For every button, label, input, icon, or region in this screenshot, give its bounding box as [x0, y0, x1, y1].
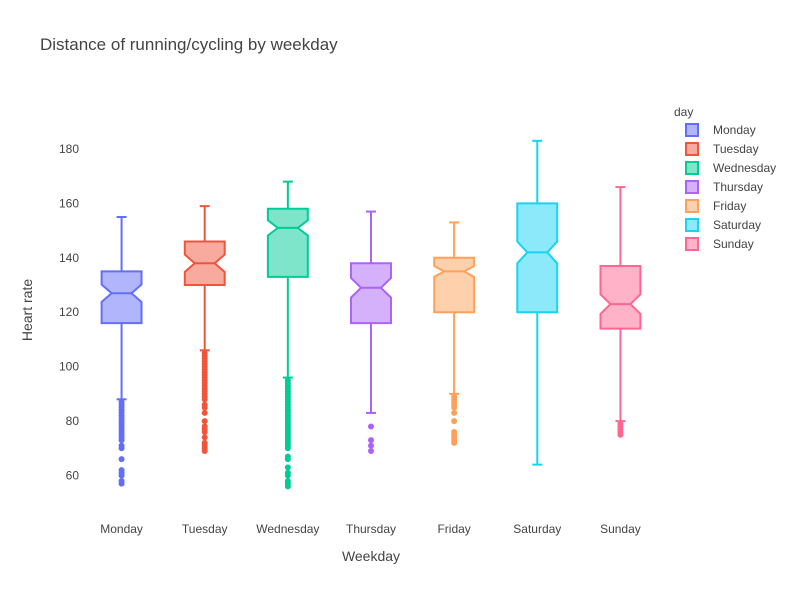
y-tick-label: 160	[59, 196, 79, 210]
legend-swatch	[685, 218, 699, 232]
box-group[interactable]	[599, 186, 642, 438]
legend-item[interactable]: Wednesday	[685, 161, 776, 175]
y-tick-label: 60	[66, 469, 80, 483]
outlier-point[interactable]	[118, 437, 125, 444]
y-tick-label: 120	[59, 305, 79, 319]
x-tick-label: Tuesday	[182, 522, 228, 536]
legend-label: Saturday	[713, 218, 761, 232]
x-tick-label: Monday	[100, 522, 143, 536]
outlier-point[interactable]	[368, 442, 374, 449]
legend-item[interactable]: Tuesday	[685, 142, 759, 156]
legend-swatch	[685, 142, 699, 156]
box-body[interactable]	[516, 202, 559, 314]
legend-item[interactable]: Friday	[685, 199, 746, 213]
y-tick-label: 80	[66, 414, 80, 428]
y-axis-title: Heart rate	[19, 279, 35, 341]
x-tick-label: Wednesday	[256, 522, 319, 536]
legend-title: day	[674, 105, 693, 119]
outlier-point[interactable]	[201, 409, 208, 416]
legend-item[interactable]: Monday	[685, 123, 756, 137]
box-group[interactable]	[433, 221, 476, 446]
outlier-point[interactable]	[451, 439, 458, 446]
x-tick-label: Sunday	[600, 522, 641, 536]
outlier-point[interactable]	[118, 445, 125, 452]
box-group[interactable]	[350, 210, 392, 455]
outlier-point[interactable]	[118, 480, 125, 487]
outlier-point[interactable]	[201, 434, 208, 441]
box-group[interactable]	[516, 139, 559, 466]
plot-area	[100, 139, 642, 490]
outlier-point[interactable]	[451, 409, 458, 416]
box-group[interactable]	[266, 180, 309, 490]
legend-label: Friday	[713, 199, 746, 213]
x-axis-title: Weekday	[342, 548, 400, 564]
outlier-point[interactable]	[284, 445, 291, 452]
outlier-point[interactable]	[201, 396, 208, 403]
legend-label: Sunday	[713, 237, 754, 251]
outlier-point[interactable]	[368, 437, 374, 444]
legend-item[interactable]: Sunday	[685, 237, 754, 251]
legend-item[interactable]: Thursday	[685, 180, 763, 194]
box-group[interactable]	[183, 205, 226, 455]
box-body[interactable]	[433, 256, 476, 314]
box-group[interactable]	[100, 216, 143, 487]
legend[interactable]: day Monday Tuesday Wednesday Thursday Friday…	[674, 105, 776, 251]
y-tick-label: 100	[59, 360, 79, 374]
legend-swatch	[685, 161, 699, 175]
legend-swatch	[685, 180, 699, 194]
box-body[interactable]	[100, 270, 143, 325]
outlier-point[interactable]	[368, 423, 374, 430]
legend-label: Monday	[713, 123, 756, 137]
legend-swatch	[685, 123, 699, 137]
y-tick-label: 180	[59, 142, 79, 156]
outlier-point[interactable]	[451, 404, 458, 411]
outlier-point[interactable]	[201, 404, 208, 411]
x-tick-label: Friday	[437, 522, 470, 536]
legend-item[interactable]: Saturday	[685, 218, 761, 232]
x-tick-label: Thursday	[346, 522, 396, 536]
x-tick-label: Saturday	[513, 522, 561, 536]
legend-label: Tuesday	[713, 142, 759, 156]
y-axis: 60 80 100 120 140 160 180	[59, 142, 79, 483]
legend-label: Wednesday	[713, 161, 776, 175]
outlier-point[interactable]	[284, 472, 291, 479]
outlier-point[interactable]	[118, 472, 125, 479]
legend-label: Thursday	[713, 180, 763, 194]
outlier-point[interactable]	[118, 456, 125, 463]
outlier-point[interactable]	[284, 456, 291, 463]
outlier-point[interactable]	[284, 464, 291, 471]
outlier-point[interactable]	[201, 418, 208, 425]
box-body[interactable]	[266, 207, 309, 278]
outlier-point[interactable]	[617, 431, 624, 438]
chart-title: Distance of running/cycling by weekday	[40, 35, 338, 54]
box-body[interactable]	[599, 265, 642, 330]
outlier-point[interactable]	[368, 448, 374, 455]
outlier-point[interactable]	[201, 428, 208, 435]
outlier-point[interactable]	[284, 483, 291, 490]
box-body[interactable]	[350, 262, 392, 325]
y-tick-label: 140	[59, 251, 79, 265]
outlier-point[interactable]	[201, 448, 208, 455]
legend-swatch	[685, 199, 699, 213]
outlier-point[interactable]	[451, 418, 458, 425]
x-axis: Monday Tuesday Wednesday Thursday Friday Satu…	[100, 522, 641, 536]
legend-swatch	[685, 237, 699, 251]
